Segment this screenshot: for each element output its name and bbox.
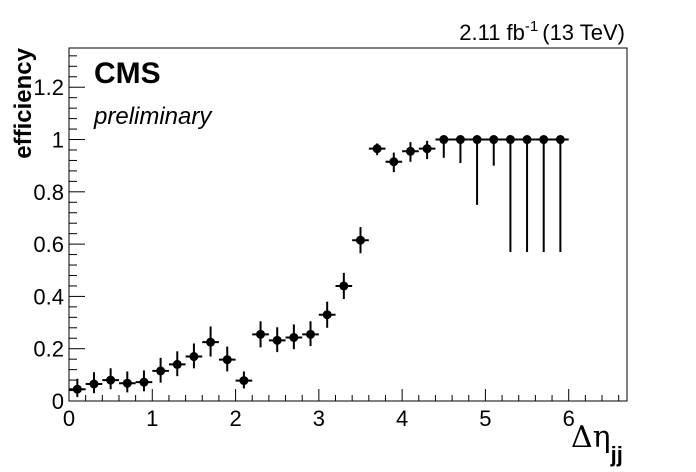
- data-point: [252, 321, 269, 348]
- data-point: [268, 327, 286, 353]
- data-point: [402, 142, 419, 162]
- marker: [439, 135, 449, 145]
- experiment-label: CMS: [94, 57, 161, 90]
- data-point: [285, 324, 303, 350]
- marker: [555, 135, 565, 145]
- y-tick-label: 0: [52, 389, 64, 414]
- axes: 0 1 2 3 4 5 6 0 0.2 0.4 0.6 0.8 1 1.2: [33, 55, 620, 431]
- y-tick-label: 0.6: [33, 232, 64, 257]
- x-tick-label: 2: [229, 406, 241, 431]
- marker: [355, 235, 365, 245]
- marker: [89, 379, 99, 389]
- marker: [405, 146, 415, 156]
- data-point: [452, 135, 469, 164]
- data-point: [202, 326, 219, 357]
- marker: [72, 384, 82, 394]
- x-axis-label-subscript: jj: [610, 442, 623, 467]
- status-label: preliminary: [93, 103, 213, 130]
- data-point: [502, 135, 519, 252]
- luminosity-label: 2.11 fb-1 (13 TeV): [459, 18, 625, 45]
- data-point: [218, 346, 236, 372]
- marker: [455, 135, 465, 145]
- data-point: [235, 371, 253, 389]
- data-point: [135, 370, 153, 392]
- data-point: [535, 135, 553, 252]
- data-point: [335, 272, 353, 300]
- marker: [206, 337, 216, 347]
- y-tick-label: 1: [52, 128, 64, 153]
- marker: [122, 378, 132, 388]
- data-point: [435, 135, 453, 158]
- y-tick-label: 0.2: [33, 337, 64, 362]
- x-tick-label: 1: [146, 406, 158, 431]
- data-point: [318, 301, 336, 328]
- y-tick-label: 0.8: [33, 180, 64, 205]
- x-tick-label: 0: [63, 406, 75, 431]
- x-tick-label: 4: [396, 406, 408, 431]
- x-tick-label: 5: [479, 406, 491, 431]
- marker: [422, 144, 432, 154]
- y-axis-label: efficiency: [10, 47, 37, 158]
- x-tick-label: 6: [563, 406, 575, 431]
- data-point: [418, 140, 436, 160]
- data-point: [485, 135, 503, 166]
- marker: [239, 376, 249, 386]
- marker: [389, 157, 399, 167]
- data-point: [69, 378, 86, 398]
- marker: [306, 329, 316, 339]
- marker: [489, 135, 499, 145]
- x-tick-label: 3: [313, 406, 325, 431]
- luminosity-exponent: -1: [525, 18, 538, 35]
- data-point: [302, 321, 319, 347]
- marker: [172, 359, 182, 369]
- data-point: [85, 372, 103, 394]
- data-point: [118, 371, 136, 393]
- data-point: [352, 227, 369, 254]
- y-tick-label: 0.4: [33, 284, 64, 309]
- marker: [222, 355, 232, 365]
- data-point: [385, 152, 403, 173]
- data-point: [368, 143, 386, 156]
- data-point: [468, 135, 486, 205]
- data-point: [185, 343, 203, 369]
- plot-frame: [68, 47, 628, 402]
- marker: [106, 375, 116, 385]
- y-tick-label: 1.2: [33, 75, 64, 100]
- data-point: [518, 135, 536, 252]
- marker: [472, 135, 482, 145]
- marker: [372, 144, 382, 154]
- marker: [272, 335, 282, 345]
- x-axis-label: Δηjj: [571, 420, 623, 467]
- data-point: [152, 357, 169, 383]
- marker: [322, 310, 332, 320]
- data-point: [168, 351, 186, 377]
- marker: [289, 332, 299, 342]
- data-point: [552, 135, 569, 252]
- marker: [139, 377, 149, 387]
- luminosity-energy: (13 TeV): [542, 20, 625, 45]
- marker: [539, 135, 549, 145]
- marker: [339, 281, 349, 291]
- x-axis-label-symbol: Δη: [571, 420, 611, 455]
- marker: [189, 352, 199, 362]
- data-point: [102, 368, 119, 390]
- marker: [522, 135, 532, 145]
- luminosity-value: 2.11 fb: [459, 20, 525, 45]
- data-points: [69, 135, 569, 398]
- marker: [256, 329, 266, 339]
- marker: [156, 366, 166, 376]
- marker: [505, 135, 515, 145]
